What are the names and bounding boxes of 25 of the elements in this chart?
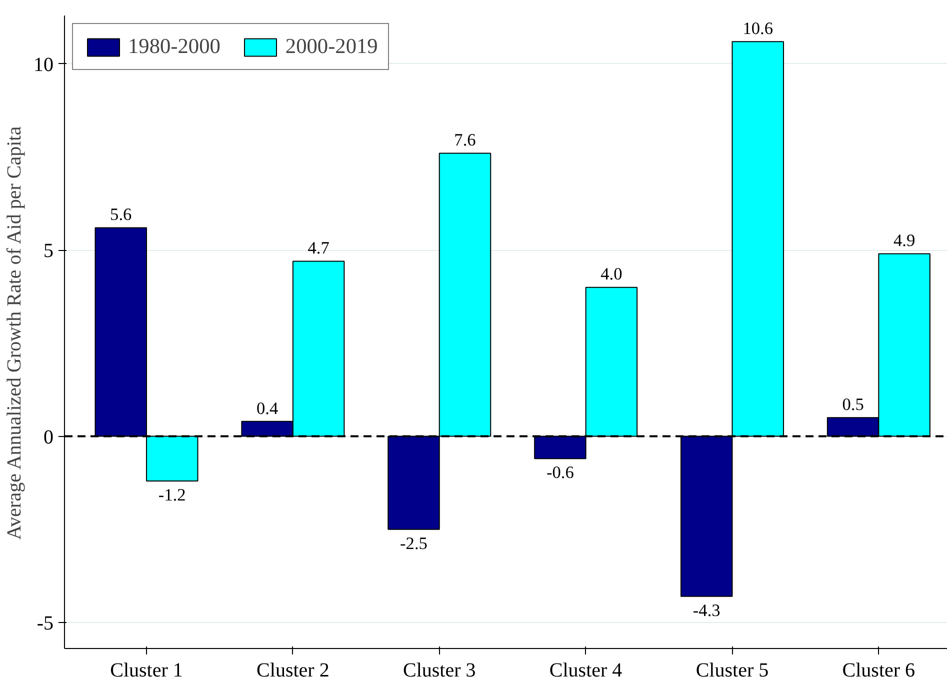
x-tick-label: Cluster 3 xyxy=(402,660,476,682)
legend-label: 2000-2019 xyxy=(285,34,378,59)
legend-label: 1980-2000 xyxy=(128,34,220,59)
x-tick-label: Cluster 4 xyxy=(549,660,622,682)
data-label: -1.2 xyxy=(158,486,186,505)
y-tick-label: 0 xyxy=(44,426,54,448)
data-label: 5.6 xyxy=(110,205,132,224)
data-label: 10.6 xyxy=(742,18,774,38)
y-tick-label: 5 xyxy=(44,240,54,262)
data-label: 0.5 xyxy=(842,395,864,414)
data-label: 0.4 xyxy=(256,398,278,418)
x-tick-label: Cluster 2 xyxy=(256,660,330,682)
data-label: 4.0 xyxy=(600,264,622,284)
y-axis-title: Average Annualized Growth Rate of Aid per Capita xyxy=(4,126,26,540)
data-label: -0.6 xyxy=(546,463,574,482)
x-tick-label: Cluster 6 xyxy=(842,660,916,682)
x-tick-label: Cluster 1 xyxy=(110,660,183,682)
y-tick-label: 10 xyxy=(34,54,54,76)
y-tick-label: -5 xyxy=(36,612,54,634)
data-label: 4.9 xyxy=(893,231,916,250)
data-label: -4.3 xyxy=(692,600,720,620)
data-label: 7.6 xyxy=(454,130,476,150)
data-label: -2.5 xyxy=(400,534,428,553)
x-tick-label: Cluster 5 xyxy=(696,660,769,682)
data-label: 4.7 xyxy=(308,238,330,258)
